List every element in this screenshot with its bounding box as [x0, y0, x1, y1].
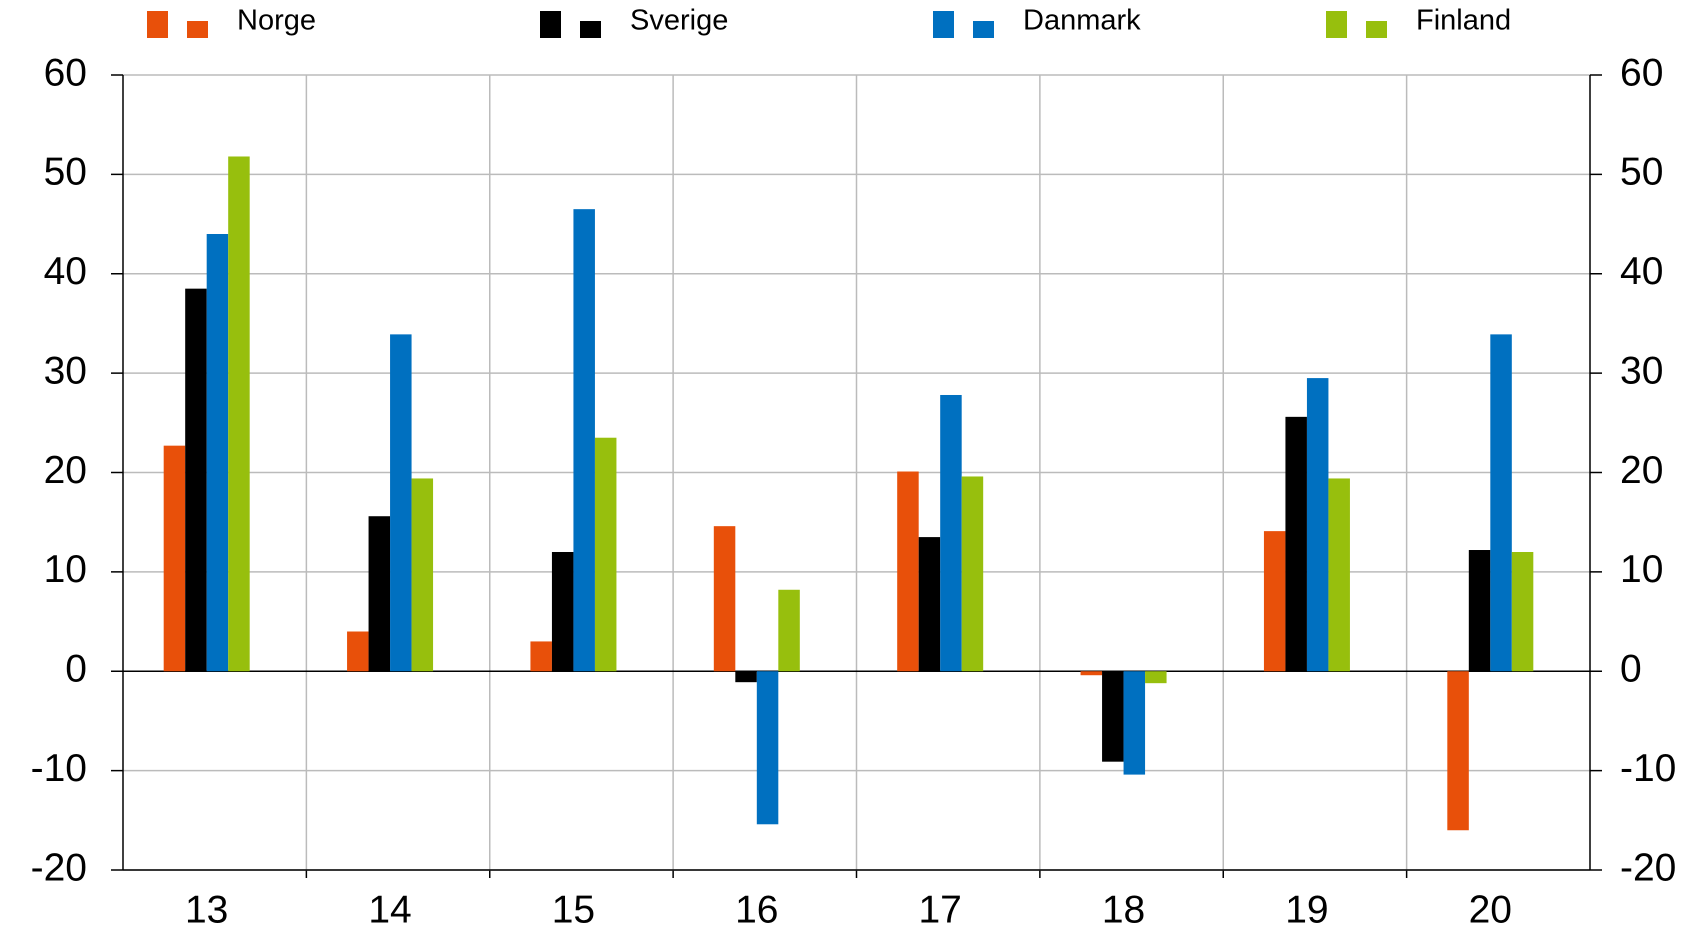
bar: [206, 234, 229, 672]
bar: [347, 631, 369, 672]
y-tick-label: -10: [31, 747, 87, 790]
x-tick-label: 13: [185, 888, 228, 928]
bar: [1123, 671, 1146, 775]
bar: [1490, 334, 1512, 672]
y-tick-label: 50: [44, 151, 87, 194]
legend-label: Finland: [1416, 5, 1511, 37]
bar: [163, 445, 186, 672]
legend-swatch: [580, 21, 601, 38]
bar: [1263, 531, 1286, 672]
y-tick-label: 30: [44, 349, 87, 392]
bar: [573, 209, 595, 672]
bar: [735, 671, 757, 683]
y2-tick-label: 40: [1620, 250, 1663, 293]
bar: [390, 334, 412, 672]
bar: [778, 589, 800, 672]
legend-swatch: [973, 21, 994, 38]
y2-tick-label: 0: [1620, 648, 1642, 691]
y2-tick-label: 60: [1620, 51, 1663, 94]
x-tick-label: 14: [368, 888, 411, 928]
y-tick-label: 10: [44, 548, 87, 591]
bar: [897, 471, 919, 672]
legend-swatch: [1366, 21, 1387, 38]
bar: [530, 641, 552, 672]
bar: [1511, 552, 1534, 672]
y2-tick-label: 30: [1620, 349, 1663, 392]
y-tick-label: -20: [31, 846, 87, 889]
legend-label: Danmark: [1023, 5, 1141, 37]
legend-label: Norge: [237, 5, 316, 37]
legend-swatch: [1326, 11, 1347, 38]
legend-swatch: [540, 11, 561, 38]
y2-tick-label: 20: [1620, 449, 1663, 492]
bar: [1468, 550, 1491, 672]
x-tick-label: 17: [918, 888, 961, 928]
x-tick-label: 16: [735, 888, 778, 928]
bar: [1306, 378, 1329, 672]
y-tick-label: 20: [44, 449, 87, 492]
bar: [1285, 416, 1307, 672]
bar: [940, 394, 962, 672]
bar: [1328, 478, 1350, 672]
bar: [551, 552, 574, 672]
y-tick-label: 60: [44, 51, 87, 94]
bar: [1145, 671, 1167, 684]
legend-label: Sverige: [630, 5, 728, 37]
x-tick-label: 20: [1469, 888, 1512, 928]
y2-tick-label: -10: [1620, 747, 1676, 790]
bar: [594, 437, 617, 672]
legend-swatch: [933, 11, 954, 38]
bar: [368, 516, 391, 672]
bar: [1080, 671, 1103, 676]
y-tick-label: 0: [65, 648, 87, 691]
bar: [1447, 671, 1469, 831]
bar: [756, 671, 779, 825]
x-tick-label: 18: [1102, 888, 1145, 928]
y-tick-label: 40: [44, 250, 87, 293]
bar: [961, 476, 984, 672]
y2-tick-label: -20: [1620, 846, 1676, 889]
legend-swatch: [147, 11, 168, 38]
legend-swatch: [187, 21, 208, 38]
y2-tick-label: 10: [1620, 548, 1663, 591]
bar: [185, 288, 207, 672]
bar: [411, 478, 434, 672]
bar: [713, 526, 736, 672]
x-tick-label: 15: [552, 888, 595, 928]
bar: [918, 537, 941, 672]
bar: [228, 156, 250, 672]
x-tick-label: 19: [1285, 888, 1328, 928]
y2-tick-label: 50: [1620, 151, 1663, 194]
bar: [1102, 671, 1124, 762]
